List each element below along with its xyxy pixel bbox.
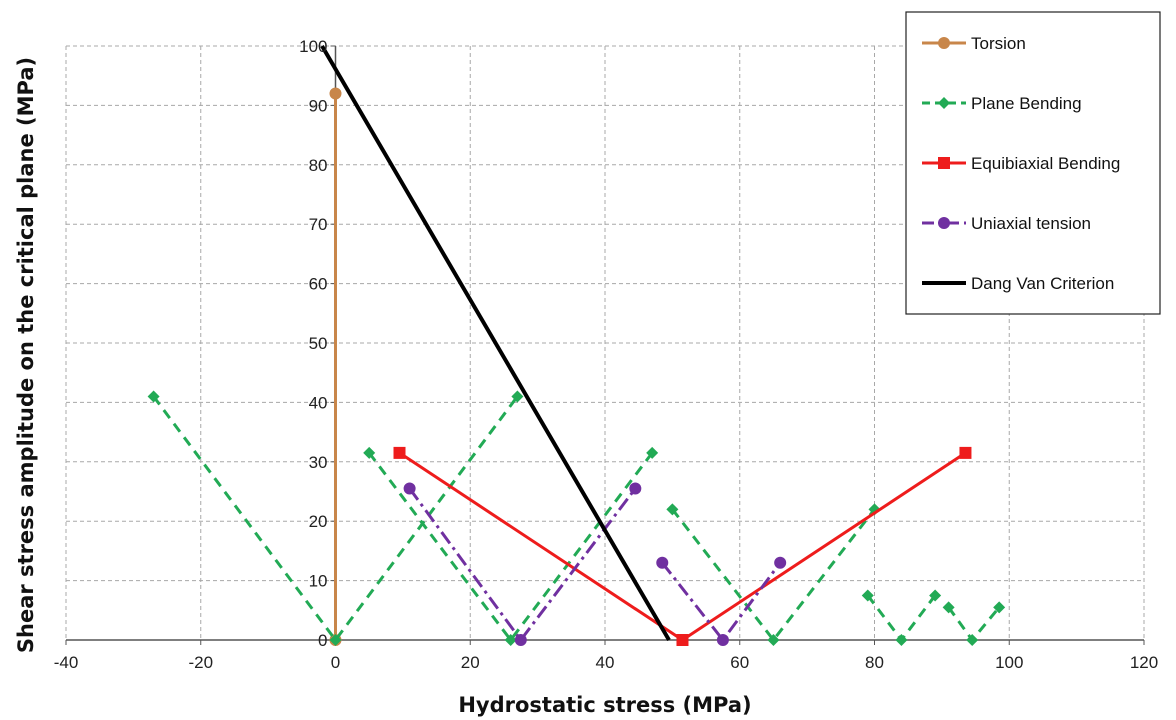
torsion-marker [329, 87, 342, 100]
series-equibiaxial-bending [393, 446, 972, 646]
series-torsion [329, 87, 342, 646]
y-tick-label: 100 [299, 37, 327, 56]
x-tick-label: 0 [331, 653, 340, 672]
y-tick-label: 40 [309, 393, 328, 412]
y-tick-label: 80 [309, 156, 328, 175]
plane-bending-marker [942, 601, 955, 614]
legend-marker-plane-bending [938, 97, 950, 109]
y-tick-label: 0 [318, 631, 327, 650]
plane-bending-marker [895, 634, 908, 646]
y-tick-label: 90 [309, 96, 328, 115]
dang-van-criterion-line [320, 44, 671, 642]
plane-bending-marker [329, 634, 342, 646]
tick-labels: -40 -20 0 20 40 60 80 100 120 0 10 20 30 40 50 60 70 80 90… [54, 37, 1158, 672]
y-tick-label: 50 [309, 334, 328, 353]
legend-label-dang-van-criterion: Dang Van Criterion [971, 274, 1114, 293]
legend: Torsion Plane Bending Equibiaxial Bending U… [905, 11, 1161, 315]
plane-bending-marker [504, 634, 517, 646]
plane-bending-marker [861, 589, 874, 602]
series-plane-bending [147, 390, 1006, 646]
x-tick-label: 120 [1130, 653, 1158, 672]
y-axis-title: Shear stress amplitude on the critical p… [14, 57, 38, 653]
legend-marker-torsion [938, 37, 950, 49]
plane-bending-marker [929, 589, 942, 602]
y-tick-label: 20 [309, 512, 328, 531]
legend-label-torsion: Torsion [971, 34, 1026, 53]
uniaxial-tension-line [661, 561, 782, 642]
uniaxial-tension-marker [774, 556, 787, 569]
y-tick-label: 60 [309, 275, 328, 294]
equibiaxial-bending-marker [676, 634, 689, 646]
equibiaxial-bending-marker [959, 446, 972, 459]
plane-bending-marker [147, 390, 160, 403]
x-tick-label: 40 [596, 653, 615, 672]
plane-bending-marker [666, 503, 679, 516]
plane-bending-marker [966, 634, 979, 646]
x-tick-label: 100 [995, 653, 1023, 672]
plane-bending-marker [646, 446, 659, 459]
x-tick-label: 80 [865, 653, 884, 672]
legend-marker-equibiaxial-bending [938, 157, 950, 169]
legend-marker-uniaxial-tension [938, 217, 950, 229]
legend-label-equibiaxial-bending: Equibiaxial Bending [971, 154, 1120, 173]
equibiaxial-bending-marker [393, 446, 406, 459]
plane-bending-line [866, 594, 937, 642]
uniaxial-tension-line [408, 487, 637, 642]
plane-bending-line [367, 451, 654, 642]
uniaxial-tension-marker [716, 634, 729, 646]
legend-label-uniaxial-tension: Uniaxial tension [971, 214, 1091, 233]
plane-bending-marker [767, 634, 780, 646]
series-dang-van-criterion [320, 44, 671, 642]
y-tick-label: 10 [309, 572, 328, 591]
uniaxial-tension-marker [514, 634, 527, 646]
legend-label-plane-bending: Plane Bending [971, 94, 1082, 113]
y-tick-label: 70 [309, 215, 328, 234]
series-uniaxial-tension [403, 482, 787, 646]
x-tick-label: -20 [188, 653, 213, 672]
uniaxial-tension-marker [629, 482, 642, 495]
plane-bending-line [671, 508, 876, 642]
plane-bending-marker [511, 390, 524, 403]
x-tick-label: 60 [730, 653, 749, 672]
series-layer [147, 44, 1006, 646]
x-tick-label: 20 [461, 653, 480, 672]
x-axis-title: Hydrostatic stress (MPa) [458, 693, 751, 717]
x-tick-label: -40 [54, 653, 79, 672]
y-tick-label: 30 [309, 453, 328, 472]
plane-bending-line [947, 606, 1001, 642]
uniaxial-tension-marker [656, 556, 669, 569]
plane-bending-marker [363, 446, 376, 459]
uniaxial-tension-marker [403, 482, 416, 495]
plane-bending-marker [993, 601, 1006, 614]
